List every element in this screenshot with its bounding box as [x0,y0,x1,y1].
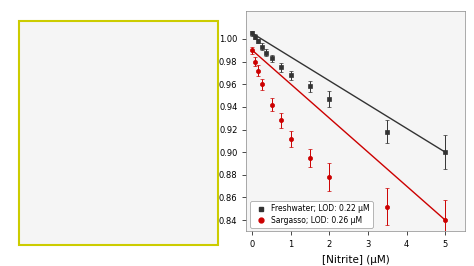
Legend: Freshwater; LOD: 0.22 μM, Sargasso; LOD: 0.26 μM: Freshwater; LOD: 0.22 μM, Sargasso; LOD:… [250,201,373,228]
Y-axis label: Normalized Green Value: Normalized Green Value [203,58,213,184]
X-axis label: [Nitrite] (μM): [Nitrite] (μM) [322,255,389,265]
FancyBboxPatch shape [19,21,218,245]
